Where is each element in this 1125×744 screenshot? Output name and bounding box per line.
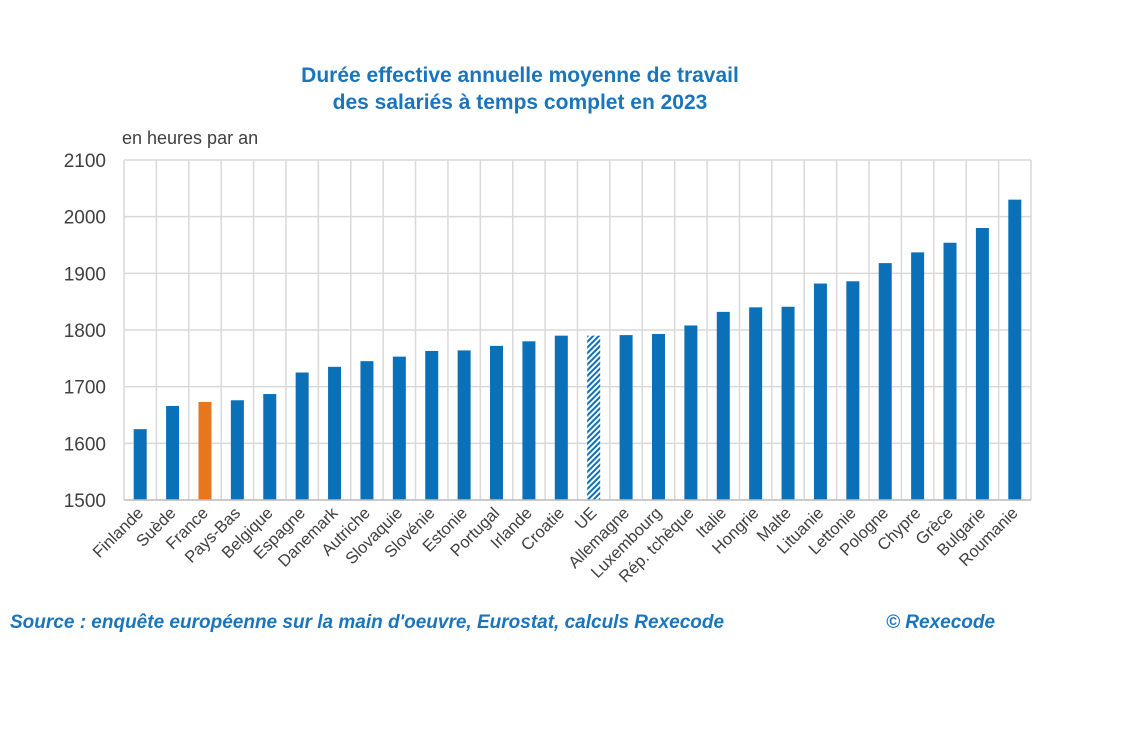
bar-finlande xyxy=(133,429,147,500)
bar-danemark xyxy=(328,366,342,500)
bar-ue xyxy=(587,335,601,500)
bar-r-p-tch-que xyxy=(684,325,698,500)
bar-portugal xyxy=(490,345,504,500)
bar-pays-bas xyxy=(230,400,244,500)
chart-title: Durée effective annuelle moyenne de trav… xyxy=(180,62,860,116)
y-tick-label: 1500 xyxy=(64,491,106,512)
bar-slov-nie xyxy=(425,350,439,500)
bar-bulgarie xyxy=(975,228,989,500)
bar-france xyxy=(198,401,212,500)
bar-luxembourg xyxy=(651,333,665,500)
bar-gr-ce xyxy=(943,242,957,500)
bar-lituanie xyxy=(813,283,827,500)
source-note: Source : enquête européenne sur la main … xyxy=(10,612,725,633)
bar-su-de xyxy=(166,405,180,500)
bar-allemagne xyxy=(619,335,633,500)
copyright-note: © Rexecode xyxy=(886,612,996,633)
bar-malte xyxy=(781,306,795,500)
bar-roumanie xyxy=(1008,199,1022,500)
y-tick-label: 1900 xyxy=(64,264,106,285)
y-tick-label: 2000 xyxy=(64,208,106,229)
bar-slovaquie xyxy=(392,356,406,500)
bar-belgique xyxy=(263,394,277,500)
chart-title-line-2: des salariés à temps complet en 2023 xyxy=(332,91,708,114)
y-tick-label: 1700 xyxy=(64,378,106,399)
y-tick-label: 1800 xyxy=(64,321,106,342)
bar-espagne xyxy=(295,372,309,500)
bar-estonie xyxy=(457,350,471,500)
bar-irlande xyxy=(522,341,536,500)
bar-chart: 1500160017001800190020002100FinlandeSuèd… xyxy=(64,151,1032,586)
bar-lettonie xyxy=(846,281,860,500)
y-axis-unit-label: en heures par an xyxy=(122,128,259,148)
bar-chypre xyxy=(911,252,925,500)
chart-title-line-1: Durée effective annuelle moyenne de trav… xyxy=(301,64,739,87)
bar-autriche xyxy=(360,361,374,500)
bar-croatie xyxy=(554,335,568,500)
bar-pologne xyxy=(878,263,892,500)
y-tick-label: 2100 xyxy=(64,151,106,172)
bar-hongrie xyxy=(749,307,763,500)
y-tick-label: 1600 xyxy=(64,434,106,455)
bar-italie xyxy=(716,311,730,500)
